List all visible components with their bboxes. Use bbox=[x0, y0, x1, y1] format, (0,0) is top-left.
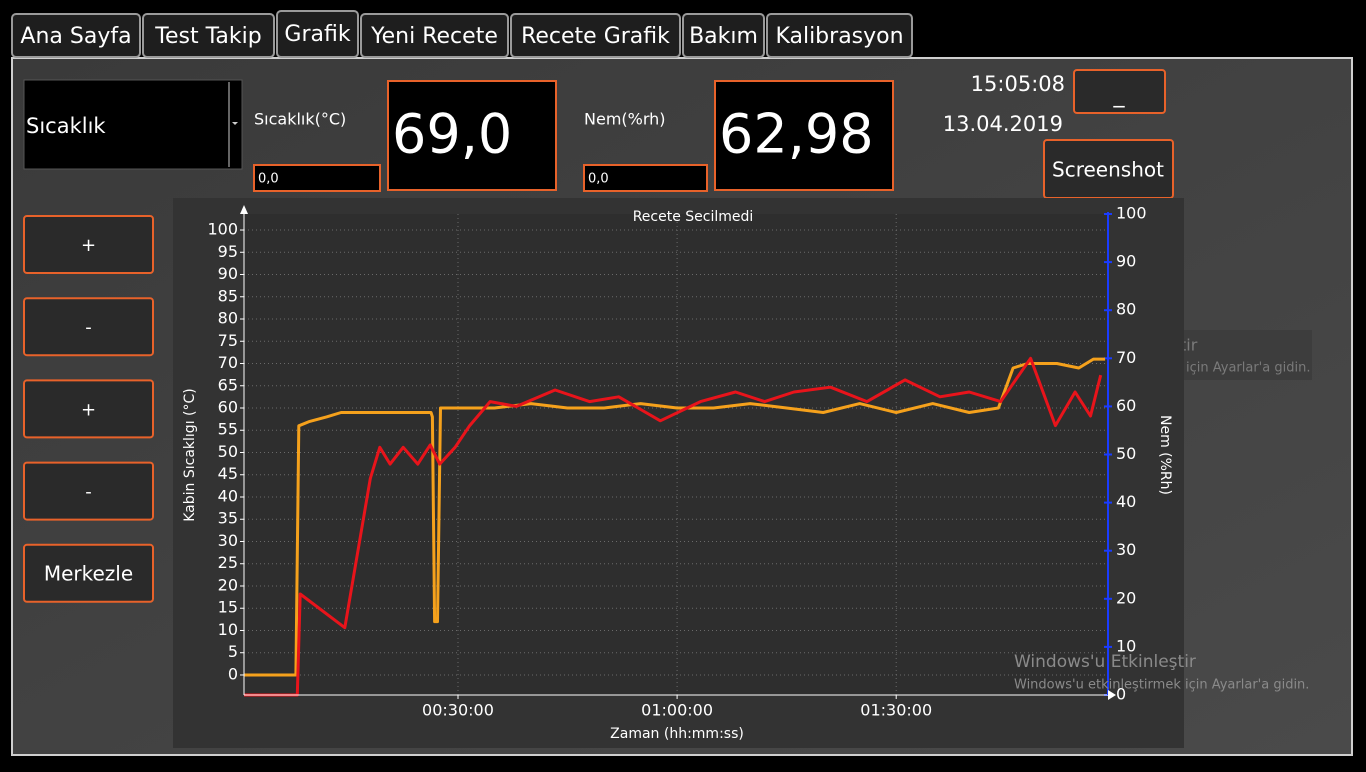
dropdown-value: Sıcaklık bbox=[26, 114, 106, 138]
plot-area bbox=[244, 214, 1108, 695]
humidity-display bbox=[714, 80, 894, 191]
y-tick-label: 50 bbox=[218, 442, 238, 461]
notice-title: Windows'u Etkinleştir bbox=[1014, 652, 1196, 672]
y-tick-label: 45 bbox=[218, 464, 238, 483]
tab-label: Grafik bbox=[284, 22, 350, 47]
y-tick-label: 95 bbox=[218, 242, 238, 261]
side-button-label: - bbox=[85, 482, 92, 503]
x-axis-label: Zaman (hh:mm:ss) bbox=[610, 726, 744, 742]
tab[interactable] bbox=[276, 10, 359, 58]
humidity-setpoint-text: 0,0 bbox=[588, 172, 609, 187]
side-button[interactable] bbox=[23, 543, 154, 603]
sensor-dropdown[interactable] bbox=[23, 79, 243, 170]
y2-tick-label: 0 bbox=[1116, 685, 1126, 704]
notice-partial-title: tir bbox=[1180, 336, 1198, 355]
y-axis-label: Kabin Sıcaklıgı (°C) bbox=[182, 388, 198, 521]
x-tick-label: 00:30:00 bbox=[422, 701, 494, 720]
minimize-label: _ bbox=[1113, 83, 1126, 108]
y-tick-label: 75 bbox=[218, 331, 238, 350]
screenshot-label: Screenshot bbox=[1052, 158, 1164, 182]
x-tick-label: 01:00:00 bbox=[641, 701, 713, 720]
tab-label: Bakım bbox=[689, 24, 758, 49]
side-button-label: - bbox=[85, 317, 92, 338]
temperature-label: Sıcaklık(°C) bbox=[254, 110, 346, 129]
x-axis-arrow bbox=[1108, 690, 1116, 700]
temperature-reading: 69,0 bbox=[392, 103, 512, 166]
x-tick-label: 01:30:00 bbox=[860, 701, 932, 720]
humidity-reading: 62,98 bbox=[719, 103, 874, 166]
y2-tick-label: 70 bbox=[1116, 348, 1136, 367]
temperature-setpoint[interactable] bbox=[253, 164, 381, 192]
y-tick-label: 55 bbox=[218, 420, 238, 439]
y-tick-label: 100 bbox=[207, 220, 238, 239]
notice-partial-text: için Ayarlar'a gidin. bbox=[1186, 361, 1310, 376]
y2-tick-label: 40 bbox=[1116, 492, 1136, 511]
y-tick-label: 5 bbox=[228, 642, 238, 661]
humidity-label: Nem(%rh) bbox=[584, 110, 666, 129]
y2-tick-label: 100 bbox=[1116, 204, 1147, 223]
y2-axis-label: Nem (%Rh) bbox=[1157, 415, 1173, 495]
y-tick-label: 40 bbox=[218, 486, 238, 505]
clock-date: 13.04.2019 bbox=[943, 112, 1063, 136]
tab[interactable] bbox=[766, 13, 913, 58]
minimize-button[interactable] bbox=[1073, 69, 1166, 114]
y2-tick-label: 30 bbox=[1116, 540, 1136, 559]
tab-label: Test Takip bbox=[154, 24, 261, 49]
chart-title: Recete Secilmedi bbox=[633, 209, 754, 225]
tab-label: Ana Sayfa bbox=[20, 24, 131, 49]
y-tick-label: 15 bbox=[218, 598, 238, 617]
tab[interactable] bbox=[682, 13, 765, 58]
side-button-label: + bbox=[81, 235, 96, 256]
side-button[interactable] bbox=[23, 215, 154, 274]
side-button-label: Merkezle bbox=[44, 561, 133, 585]
y-tick-label: 60 bbox=[218, 398, 238, 417]
tab-label: Yeni Recete bbox=[370, 24, 498, 49]
series-line bbox=[244, 356, 1103, 697]
notice-text: Windows'u etkinleştirmek için Ayarlar'a … bbox=[1014, 678, 1309, 693]
dropdown-arrow bbox=[232, 122, 238, 125]
clock-time: 15:05:08 bbox=[971, 72, 1065, 96]
y-tick-label: 70 bbox=[218, 353, 238, 372]
y-tick-label: 65 bbox=[218, 375, 238, 394]
y2-tick-label: 20 bbox=[1116, 588, 1136, 607]
tab[interactable] bbox=[510, 13, 681, 58]
y-tick-label: 80 bbox=[218, 309, 238, 328]
side-button-label: + bbox=[81, 399, 96, 420]
y2-tick-label: 90 bbox=[1116, 252, 1136, 271]
temperature-display bbox=[387, 80, 557, 191]
y-tick-label: 10 bbox=[218, 620, 238, 639]
side-button[interactable] bbox=[23, 379, 154, 439]
y-tick-label: 30 bbox=[218, 531, 238, 550]
y-axis-arrow bbox=[240, 205, 248, 214]
y-tick-label: 85 bbox=[218, 286, 238, 305]
y-tick-label: 0 bbox=[228, 664, 238, 683]
tab[interactable] bbox=[142, 13, 275, 58]
side-button[interactable] bbox=[23, 297, 154, 357]
humidity-setpoint[interactable] bbox=[583, 164, 708, 192]
notice-backdrop bbox=[1184, 330, 1312, 380]
y-tick-label: 20 bbox=[218, 575, 238, 594]
y2-tick-label: 60 bbox=[1116, 396, 1136, 415]
tab[interactable] bbox=[11, 13, 141, 58]
tab-label: Recete Grafik bbox=[521, 24, 670, 49]
y2-tick-label: 80 bbox=[1116, 300, 1136, 319]
tab[interactable] bbox=[360, 13, 509, 58]
series-line bbox=[244, 357, 1106, 677]
tab-label: Kalibrasyon bbox=[775, 24, 903, 49]
side-button[interactable] bbox=[23, 461, 154, 521]
y-tick-label: 90 bbox=[218, 264, 238, 283]
y-tick-label: 35 bbox=[218, 509, 238, 528]
y-tick-label: 25 bbox=[218, 553, 238, 572]
temperature-setpoint-text: 0,0 bbox=[258, 172, 279, 187]
y2-tick-label: 10 bbox=[1116, 636, 1136, 655]
y2-tick-label: 50 bbox=[1116, 444, 1136, 463]
